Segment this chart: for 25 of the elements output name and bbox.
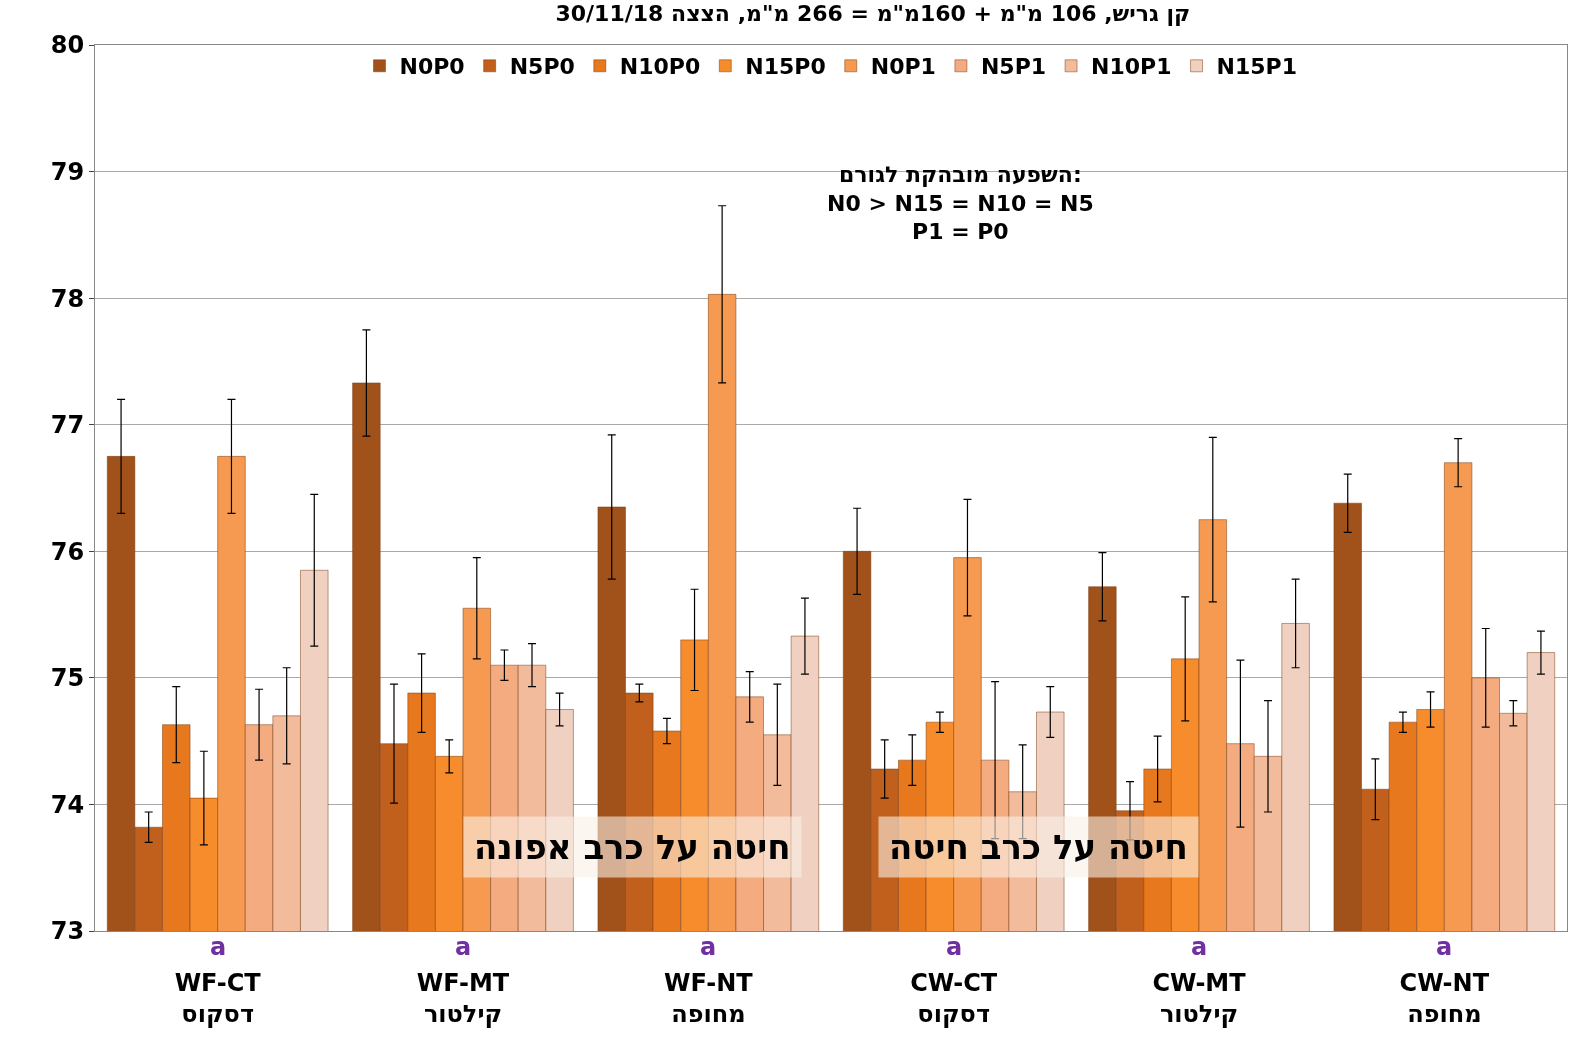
y-tick-label: 78 xyxy=(50,284,85,313)
y-tick-label: 75 xyxy=(50,664,85,693)
y-tick-label: 73 xyxy=(50,917,85,946)
y-tick-label: 77 xyxy=(50,411,85,440)
text: a xyxy=(700,933,717,961)
legend-label: N0P1 xyxy=(870,54,936,80)
annotation: חיטה על כרב חיטה xyxy=(889,827,1188,867)
legend-label: N10P1 xyxy=(1091,54,1172,80)
text: a xyxy=(1436,933,1453,961)
legend-label: N15P0 xyxy=(745,54,826,80)
text: a xyxy=(1191,933,1208,961)
legend-label: N0P0 xyxy=(399,54,465,80)
y-tick-label: 80 xyxy=(50,31,85,60)
y-tick-label: 76 xyxy=(50,537,85,566)
annotation: חיטה על כרב אפונה xyxy=(474,827,791,867)
legend-label: N5P1 xyxy=(980,54,1047,80)
text: a xyxy=(455,933,472,961)
text: a xyxy=(946,933,963,961)
legend-label: N10P0 xyxy=(619,54,701,80)
y-tick-label: 79 xyxy=(50,157,85,186)
text: a xyxy=(210,933,227,961)
legend-label: N5P0 xyxy=(509,54,575,80)
legend-label: N15P1 xyxy=(1216,54,1297,80)
chart-title: קן גריש, 106 מ"מ + 160מ"מ = 266 מ"מ, הצצה 30/11/18 xyxy=(555,0,1191,26)
y-tick-label: 74 xyxy=(50,790,85,819)
